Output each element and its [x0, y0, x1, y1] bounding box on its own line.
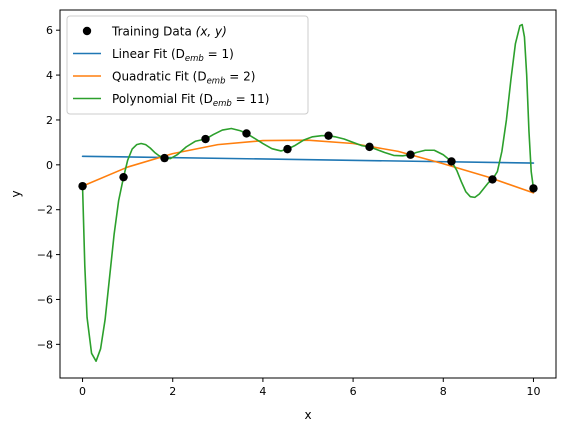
training-point — [119, 172, 128, 182]
y-tick-label: 6 — [46, 24, 53, 37]
y-axis: −8 −6 −4 −2 0 2 4 6 — [37, 24, 60, 351]
legend-label: Training Data (x, y) — [111, 25, 227, 39]
training-point — [78, 181, 87, 191]
legend-marker — [82, 26, 92, 36]
x-axis: 0 2 4 6 8 10 — [79, 378, 540, 398]
y-tick-label: 0 — [46, 159, 53, 172]
legend-box — [66, 15, 309, 115]
x-tick-label: 8 — [440, 385, 447, 398]
y-tick-label: −8 — [37, 338, 53, 351]
training-point — [365, 142, 374, 152]
y-tick-label: −6 — [37, 293, 53, 306]
training-point — [201, 134, 210, 144]
legend-label: Polynomial Fit (Demb = 11) — [112, 92, 269, 109]
training-point — [447, 157, 456, 166]
x-tick-label: 10 — [526, 385, 540, 398]
legend-label: Linear Fit (Demb = 1) — [112, 47, 234, 64]
legend: Training Data (x, y) Linear Fit (Demb = 1… — [66, 15, 309, 115]
training-point — [324, 131, 333, 140]
training-point — [488, 175, 497, 184]
legend-label: Quadratic Fit (Demb = 2) — [112, 70, 255, 87]
x-tick-label: 6 — [350, 385, 357, 398]
training-point — [160, 153, 169, 163]
x-tick-label: 2 — [169, 385, 176, 398]
y-axis-label: y — [9, 190, 23, 197]
series-line-2 — [81, 139, 535, 194]
training-point — [406, 150, 415, 159]
y-tick-label: 4 — [46, 69, 53, 82]
x-axis-label: x — [304, 408, 311, 422]
y-tick-label: 2 — [46, 114, 53, 127]
y-tick-label: −4 — [37, 249, 53, 262]
x-tick-label: 0 — [79, 385, 86, 398]
x-tick-label: 4 — [259, 385, 266, 398]
training-point — [242, 129, 251, 138]
training-points-layer — [78, 129, 538, 193]
y-tick-label: −2 — [37, 204, 53, 217]
training-point — [283, 144, 292, 154]
plot-frame — [59, 9, 557, 379]
training-point — [529, 184, 538, 193]
